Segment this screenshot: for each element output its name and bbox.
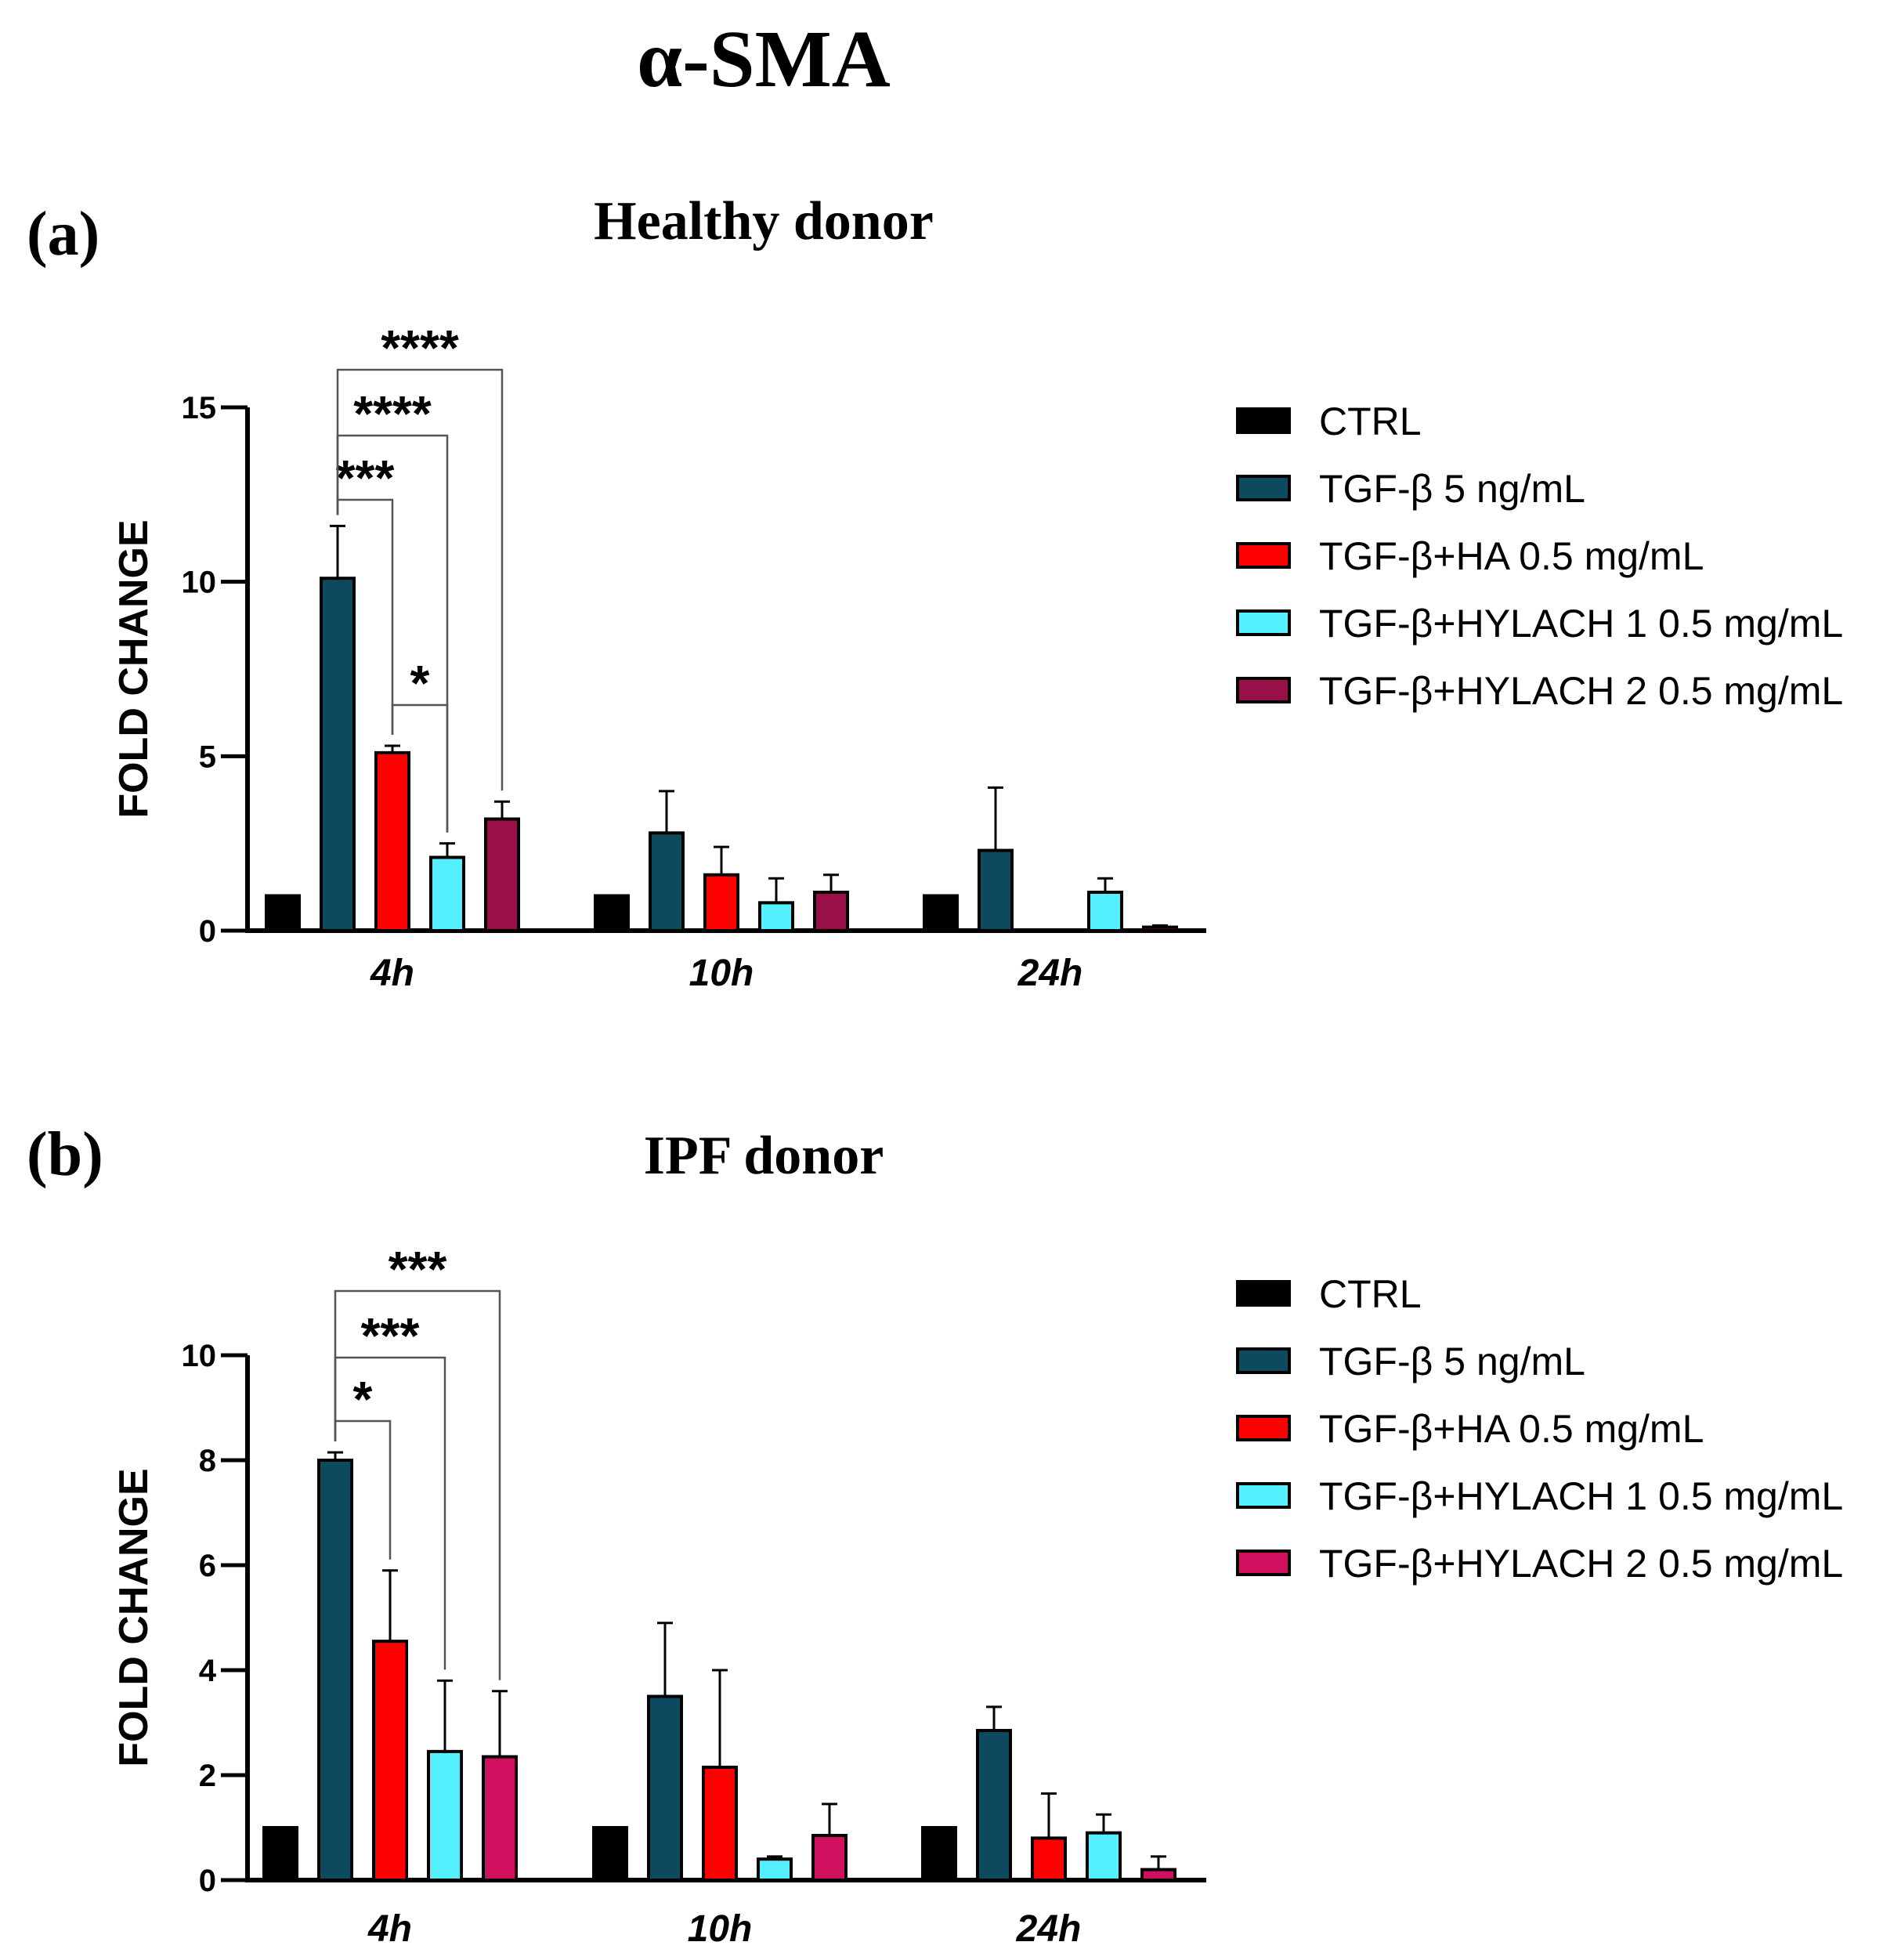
legend-label: TGF-β+HYLACH 2 0.5 mg/mL [1319,669,1843,713]
bar [647,1694,683,1882]
legend-swatch [1236,1280,1291,1307]
panel-a-label: (a) [27,200,99,269]
bar [703,873,739,933]
x-category-label: 10h [688,1908,753,1950]
y-tick-label: 0 [199,1864,216,1898]
x-category-label: 4h [370,953,414,994]
x-category-label: 24h [1016,1908,1082,1950]
significance-label: **** [381,320,459,376]
bar [758,901,794,932]
legend-swatch [1236,542,1291,569]
panel-b: (b) IPF donor FOLD CHANGE 0 2 4 6 8 10 4h 10h 24h… [27,1120,1843,1950]
x-category-label: 10h [689,953,754,994]
legend-swatch [1236,609,1291,636]
bar [921,1826,957,1882]
bar [811,1834,848,1882]
panel-a: (a) Healthy donor FOLD CHANGE 0 5 10 15 4h 10h… [27,191,1843,994]
significance-bracket [336,368,504,791]
bar [923,894,959,933]
y-tick-label: 15 [182,391,217,425]
legend-swatch [1236,1482,1291,1509]
bar [429,855,465,932]
bar [484,817,520,932]
y-tick-label: 5 [199,740,216,774]
bar [594,894,630,933]
legend-label: TGF-β+HYLACH 1 0.5 mg/mL [1319,1474,1843,1518]
legend-label: TGF-β+HA 0.5 mg/mL [1319,1407,1704,1451]
significance-label: *** [336,450,395,506]
y-tick-label: 4 [199,1654,217,1688]
significance-bracket [391,703,449,833]
legend-swatch [1236,1347,1291,1374]
bar [1142,925,1178,932]
bar [757,1857,793,1882]
bar [320,577,356,932]
y-tick-label: 0 [199,914,216,949]
significance-label: **** [353,385,432,442]
legend-swatch [1236,1550,1291,1576]
bar [813,891,849,932]
bar [978,848,1014,933]
significance-label: * [410,655,430,711]
bar [976,1729,1012,1882]
bar [1031,1836,1067,1882]
legend-label: TGF-β+HYLACH 2 0.5 mg/mL [1319,1542,1843,1586]
bar [372,1640,408,1882]
y-tick-label: 2 [199,1759,216,1793]
legend-label: TGF-β+HA 0.5 mg/mL [1319,534,1704,578]
legend-swatch [1236,1415,1291,1441]
panel-b-label: (b) [27,1120,103,1189]
y-tick-label: 10 [182,1339,217,1373]
panel-a-legend: CTRL TGF-β 5 ng/mL TGF-β+HA 0.5 mg/mL TGF-β… [1236,400,1843,713]
significance-label: *** [389,1241,447,1297]
y-tick-label: 8 [199,1444,216,1478]
legend-label: CTRL [1319,1272,1422,1316]
legend-label: TGF-β 5 ng/mL [1319,1340,1585,1383]
legend-swatch [1236,677,1291,703]
significance-label: *** [361,1307,420,1364]
bar [265,894,301,933]
bar [482,1755,518,1882]
significance-label: * [353,1371,373,1427]
figure-title: α-SMA [637,14,891,104]
panel-b-title: IPF donor [644,1126,884,1186]
bar [592,1826,628,1882]
bar [1140,1868,1176,1882]
panel-b-legend: CTRL TGF-β 5 ng/mL TGF-β+HA 0.5 mg/mL TGF-β… [1236,1272,1843,1586]
bar [1086,1831,1122,1882]
legend-label: TGF-β+HYLACH 1 0.5 mg/mL [1319,602,1843,645]
bar [649,831,685,932]
x-category-label: 24h [1017,953,1083,994]
significance-bracket [334,1289,501,1680]
y-axis-label: FOLD CHANGE [111,519,157,818]
bar [427,1749,463,1882]
bar [374,750,410,932]
x-category-label: 4h [367,1908,412,1950]
legend-label: TGF-β 5 ng/mL [1319,467,1585,511]
bar [262,1826,298,1882]
y-tick-label: 10 [182,566,217,600]
legend-swatch [1236,475,1291,501]
legend-label: CTRL [1319,400,1422,443]
bar [1087,891,1123,932]
y-tick-label: 6 [199,1549,216,1583]
y-axis-label: FOLD CHANGE [111,1468,157,1767]
panel-a-title: Healthy donor [594,191,934,251]
bar [317,1459,353,1882]
bar [702,1765,738,1882]
legend-swatch [1236,407,1291,434]
